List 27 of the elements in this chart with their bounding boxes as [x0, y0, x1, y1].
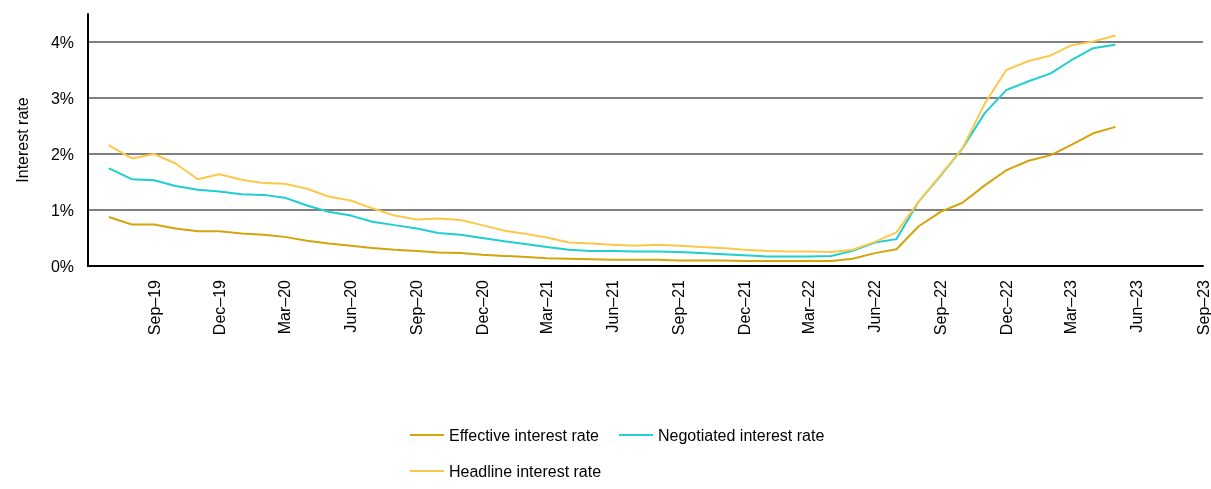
x-tick-label: Sep–19	[145, 279, 163, 336]
x-tick-label: Dec–20	[473, 279, 491, 336]
y-tick-label: 2%	[50, 145, 74, 163]
x-tick-label: Dec–19	[210, 279, 228, 336]
x-tick-label: Dec–22	[997, 279, 1015, 336]
legend-label: Headline interest rate	[449, 462, 602, 480]
x-tick-label: Sep–22	[932, 279, 950, 336]
y-tick-label: 0%	[50, 257, 74, 275]
x-tick-label: Mar–21	[538, 279, 556, 335]
legend-label: Negotiated interest rate	[658, 426, 825, 444]
y-tick-label: 3%	[50, 89, 74, 107]
x-tick-label: Sep–20	[408, 279, 426, 336]
y-tick-label: 1%	[50, 201, 74, 219]
y-axis-title: Interest rate	[13, 97, 31, 183]
x-tick-label: Sep–23	[1194, 279, 1211, 336]
x-tick-label: Jun–21	[604, 279, 622, 333]
legend-label: Effective interest rate	[449, 426, 600, 444]
x-tick-label: Dec–21	[735, 279, 753, 336]
y-tick-label: 4%	[50, 33, 74, 51]
line-series	[108, 126, 1116, 262]
x-tick-label: Mar–20	[276, 279, 294, 335]
x-tick-label: Jun–22	[866, 279, 884, 333]
x-tick-label: Mar–22	[800, 279, 818, 335]
x-tick-label: Jun–20	[342, 279, 360, 333]
x-tick-label: Sep–21	[670, 279, 688, 336]
x-tick-label: Jun–23	[1128, 279, 1146, 333]
x-tick-label: Mar–23	[1062, 279, 1080, 335]
